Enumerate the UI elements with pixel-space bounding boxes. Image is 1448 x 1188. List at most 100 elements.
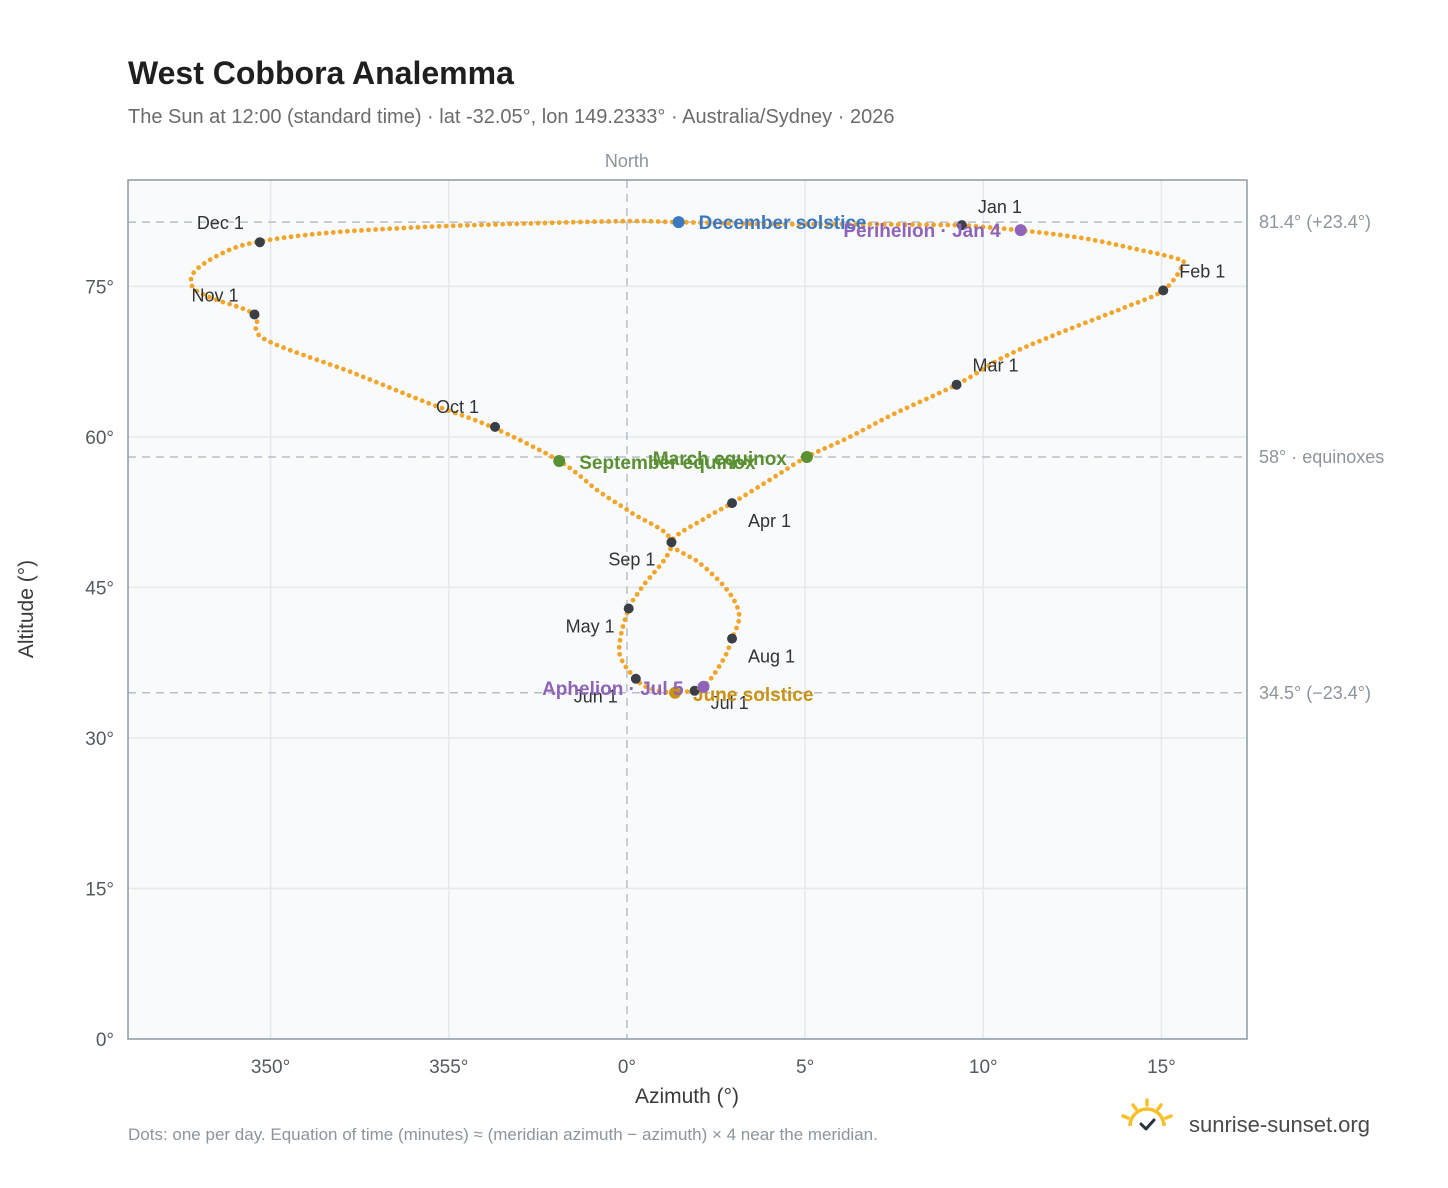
day-dot xyxy=(327,362,333,367)
day-dot xyxy=(1089,317,1095,323)
y-tick-label: 60° xyxy=(85,428,114,449)
day-dot xyxy=(867,221,873,227)
day-dot xyxy=(917,222,922,228)
month-label: May 1 xyxy=(566,616,615,636)
day-dot xyxy=(747,221,753,227)
day-dot xyxy=(1175,256,1181,262)
day-dot xyxy=(1168,254,1174,260)
day-dot xyxy=(1001,226,1007,232)
day-dot xyxy=(910,222,915,228)
day-dot xyxy=(334,364,340,370)
day-dot xyxy=(530,444,536,450)
day-dot xyxy=(214,253,219,259)
day-dot xyxy=(524,441,530,446)
day-dot xyxy=(761,221,767,227)
day-dot xyxy=(1135,300,1141,305)
day-dot xyxy=(543,450,548,456)
day-dot xyxy=(274,236,280,242)
event-label: December solstice xyxy=(699,213,867,234)
day-dot xyxy=(712,670,718,675)
day-dot xyxy=(426,400,432,406)
day-dot xyxy=(1129,302,1134,308)
day-dot xyxy=(891,411,897,417)
month-marker xyxy=(727,498,738,509)
day-dot xyxy=(191,270,197,276)
day-dot xyxy=(493,222,498,227)
day-dot xyxy=(1037,338,1042,344)
day-dot xyxy=(254,319,260,325)
day-dot xyxy=(643,684,649,690)
day-dot xyxy=(466,415,471,421)
day-dot xyxy=(642,517,648,523)
day-dot xyxy=(973,223,979,229)
event-marker xyxy=(697,680,710,693)
day-dot xyxy=(1043,336,1049,341)
day-dot xyxy=(638,586,644,591)
day-dot xyxy=(624,507,630,512)
y-tick-label: 15° xyxy=(85,879,114,900)
day-dot xyxy=(294,350,300,356)
day-dot xyxy=(773,473,778,479)
day-dot xyxy=(930,393,936,399)
day-dot xyxy=(654,524,660,530)
day-dot xyxy=(835,440,840,446)
day-dot xyxy=(723,651,729,657)
day-dot xyxy=(393,387,399,393)
day-dot xyxy=(301,352,306,358)
day-dot xyxy=(688,524,693,529)
day-dot xyxy=(507,221,513,227)
day-dot xyxy=(708,675,714,681)
day-dot xyxy=(500,221,506,227)
day-dot xyxy=(347,369,353,375)
day-dot xyxy=(822,446,828,451)
day-dot xyxy=(233,245,239,250)
day-dot xyxy=(281,345,286,351)
day-dot xyxy=(664,552,670,558)
day-dot xyxy=(952,222,958,228)
day-dot xyxy=(1036,230,1042,235)
month-marker xyxy=(249,309,260,320)
chart-title: West Cobbora Analemma xyxy=(128,55,514,91)
event-label: March equinox xyxy=(653,449,788,470)
day-dot xyxy=(354,371,359,377)
day-dot xyxy=(578,219,583,225)
day-dot xyxy=(797,458,802,464)
day-dot xyxy=(734,625,739,631)
day-dot xyxy=(1050,333,1055,339)
month-label: Jan 1 xyxy=(978,197,1022,217)
day-dot xyxy=(755,485,760,490)
day-dot xyxy=(874,221,880,227)
month-marker xyxy=(956,220,967,231)
day-dot xyxy=(706,513,712,519)
day-dot xyxy=(406,393,412,398)
day-dot xyxy=(943,387,948,393)
day-dot xyxy=(848,434,853,439)
day-dot xyxy=(704,566,710,572)
day-dot xyxy=(1069,325,1075,331)
day-dot xyxy=(987,225,993,230)
day-dot xyxy=(413,395,418,401)
reference-line-label: 34.5° (−23.4°) xyxy=(1259,683,1371,703)
day-dot xyxy=(903,222,908,227)
reference-lines: 81.4° (+23.4°) 58° · equinoxes 34.5° (−23.… xyxy=(128,212,1384,703)
y-tick-label: 45° xyxy=(85,578,114,599)
day-dot xyxy=(720,658,726,663)
day-dot xyxy=(436,223,442,229)
day-dot xyxy=(811,221,816,227)
day-dot xyxy=(1109,310,1115,316)
day-dot xyxy=(736,618,742,624)
day-dot xyxy=(373,379,379,385)
day-dot xyxy=(1085,236,1091,242)
day-dot xyxy=(962,378,967,383)
day-dot xyxy=(839,221,845,227)
event-marker xyxy=(672,216,685,229)
day-dot xyxy=(687,554,693,560)
day-dot xyxy=(452,410,458,416)
event-marker xyxy=(669,686,682,699)
month-label: Oct 1 xyxy=(436,397,479,417)
x-axis-label: Azimuth (°) xyxy=(635,1085,739,1108)
day-dot xyxy=(505,431,511,437)
day-dot xyxy=(736,611,742,617)
day-dot xyxy=(337,229,343,235)
